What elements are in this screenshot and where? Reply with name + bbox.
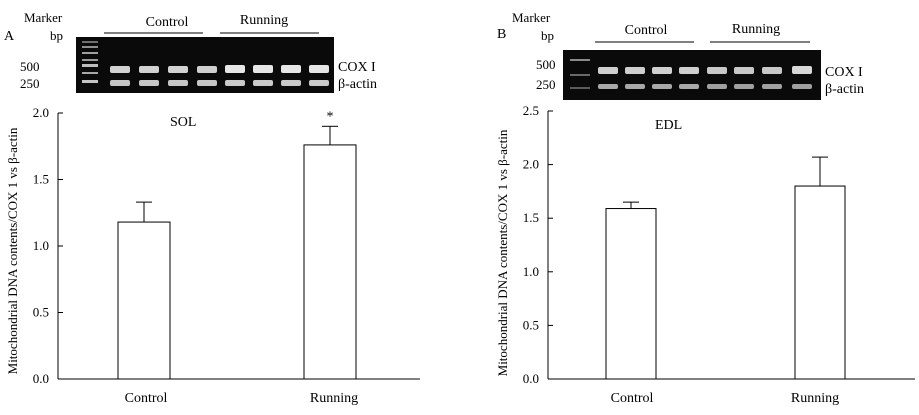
panel-b-y-tick-label: 0.5 bbox=[523, 317, 539, 332]
panel-a-gel-running-label: Running bbox=[240, 13, 288, 28]
panel-a-y-tick-label: 0.5 bbox=[33, 305, 49, 320]
panel-b-gel-running-label: Running bbox=[732, 22, 780, 37]
panel-a: A Marker bp Control Running 500 250 bbox=[4, 10, 420, 406]
panel-a-size-250: 250 bbox=[20, 76, 40, 91]
panel-b-y-tick-label: 1.0 bbox=[523, 264, 539, 279]
panel-a-title: SOL bbox=[170, 115, 196, 130]
panel-a-ylabel: Mitochondrial DNA contents/COX 1 vs β-ac… bbox=[5, 127, 20, 374]
panel-a-category-label: Control bbox=[125, 391, 168, 406]
panel-a-plot: 0.0 0.5 1.0 1.5 2.0 Control * Running bbox=[33, 105, 420, 406]
panel-a-y-tick-label: 1.0 bbox=[33, 238, 49, 253]
panel-b-y-tick-label: 0.0 bbox=[523, 371, 539, 386]
panel-b: B Marker bp Control Running 500 250 bbox=[495, 10, 915, 406]
panel-b-y-tick-label: 1.5 bbox=[523, 210, 539, 225]
panel-b-category-label: Running bbox=[791, 391, 839, 406]
panel-a-y-tick-label: 1.5 bbox=[33, 172, 49, 187]
panel-b-plot: 0.0 0.5 1.0 1.5 2.0 2.5 Control Running bbox=[523, 103, 915, 406]
panel-b-gel-image bbox=[563, 50, 821, 100]
panel-a-marker-label: Marker bbox=[24, 10, 63, 25]
panel-a-band-actin: β-actin bbox=[338, 77, 377, 92]
panel-a-significance-mark: * bbox=[327, 109, 334, 124]
panel-b-size-500: 500 bbox=[536, 57, 556, 72]
panel-b-band-actin: β-actin bbox=[825, 82, 864, 97]
panel-a-size-500: 500 bbox=[20, 59, 40, 74]
panel-b-ylabel: Mitochondrial DNA contents/COX 1 vs β-ac… bbox=[495, 129, 510, 376]
panel-b-gel-control-label: Control bbox=[625, 23, 668, 38]
panel-b-size-250: 250 bbox=[536, 77, 556, 92]
panel-a-band-cox1: COX I bbox=[338, 60, 376, 75]
panel-a-bp-label: bp bbox=[50, 28, 63, 43]
panel-a-gel-image bbox=[76, 37, 334, 93]
panel-a-gel-control-label: Control bbox=[146, 15, 189, 30]
panel-a-bar-running bbox=[303, 144, 357, 380]
panel-b-y-tick-label: 2.0 bbox=[523, 157, 539, 172]
panel-b-letter: B bbox=[497, 27, 506, 42]
panel-b-y-tick-label: 2.5 bbox=[523, 103, 539, 118]
panel-b-bp-label: bp bbox=[541, 28, 554, 43]
panel-b-band-cox1: COX I bbox=[825, 65, 863, 80]
panel-a-letter: A bbox=[4, 29, 15, 44]
panel-b-category-label: Control bbox=[611, 391, 654, 406]
panel-b-bar-control bbox=[605, 208, 657, 380]
panel-b-marker-label: Marker bbox=[512, 10, 551, 25]
panel-b-title: EDL bbox=[655, 118, 682, 133]
panel-a-bar-control bbox=[117, 221, 171, 380]
panel-a-category-label: Running bbox=[310, 391, 358, 406]
panel-a-y-tick-label: 0.0 bbox=[33, 371, 49, 386]
panel-a-y-tick-label: 2.0 bbox=[33, 105, 49, 120]
panel-b-bar-running bbox=[794, 185, 846, 380]
